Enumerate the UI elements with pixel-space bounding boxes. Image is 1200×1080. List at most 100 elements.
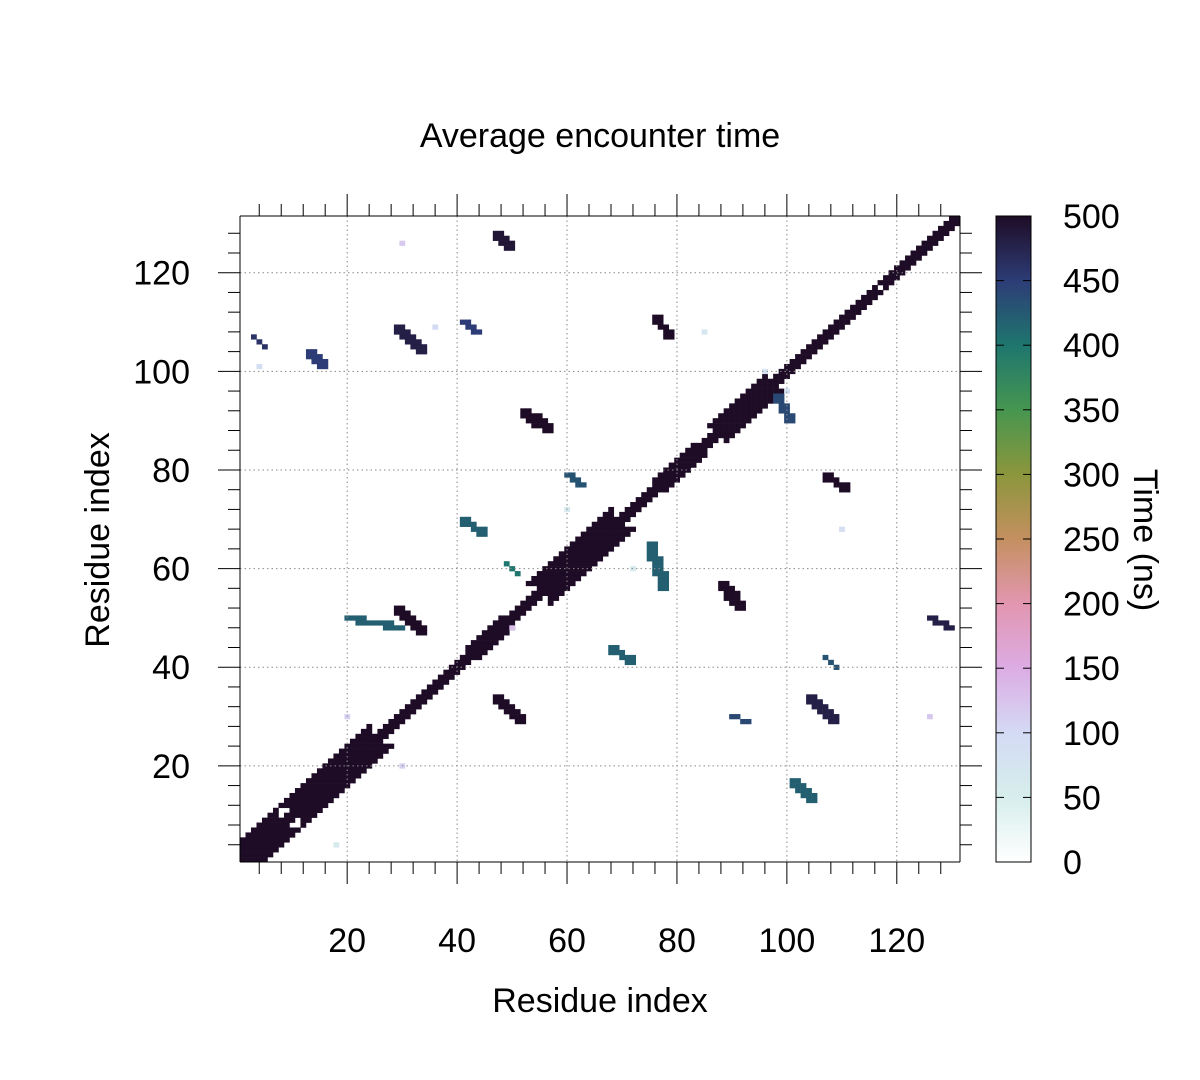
diagonal-cell — [256, 842, 263, 848]
diagonal-cell — [470, 654, 477, 661]
diagonal-cell — [740, 413, 746, 419]
diagonal-cell — [696, 442, 702, 449]
diagonal-cell — [437, 679, 444, 685]
diagonal-cell — [481, 630, 488, 636]
diagonal-cell — [597, 541, 604, 547]
diagonal-cell — [371, 743, 378, 749]
diagonal-cell — [305, 812, 312, 818]
diagonal-cell — [333, 778, 340, 784]
diagonal-cell — [300, 807, 307, 813]
diagonal-cell — [327, 768, 334, 774]
contact-cell — [393, 610, 400, 616]
contact-cell — [465, 319, 472, 325]
diagonal-cell — [553, 580, 560, 587]
diagonal-cell — [520, 600, 527, 606]
diagonal-cell — [272, 847, 279, 853]
diagonal-cell — [800, 359, 807, 365]
diagonal-cell — [421, 699, 428, 705]
diagonal-cell — [569, 566, 576, 572]
diagonal-cell — [916, 245, 922, 251]
diagonal-cell — [311, 778, 318, 784]
diagonal-cell — [586, 561, 593, 567]
diagonal-cell — [740, 423, 746, 429]
diagonal-cell — [751, 383, 757, 389]
diagonal-cell — [283, 802, 290, 809]
diagonal-cell — [773, 373, 779, 380]
contact-cell — [399, 615, 406, 621]
diagonal-cell — [789, 359, 796, 365]
diagonal-cell — [839, 324, 845, 330]
diagonal-cell — [465, 654, 472, 661]
contact-cell — [833, 482, 840, 488]
diagonal-cell — [476, 654, 483, 661]
diagonal-cell — [723, 437, 730, 444]
contact-cell — [388, 625, 395, 631]
diagonal-cell — [894, 265, 900, 271]
contact-cell — [943, 625, 950, 631]
contact-cell — [459, 521, 466, 527]
diagonal-cell — [602, 531, 609, 537]
contact-cell-light — [839, 526, 845, 532]
diagonal-cell — [333, 783, 340, 789]
diagonal-cell — [630, 526, 637, 532]
diagonal-cell — [564, 585, 571, 592]
diagonal-cell — [674, 472, 680, 478]
contact-cell — [498, 235, 505, 241]
diagonal-cell — [261, 832, 268, 838]
contact-cell — [608, 645, 615, 651]
contact-cell — [470, 526, 477, 532]
diagonal-cell — [459, 654, 466, 661]
diagonal-cell — [855, 299, 862, 306]
contact-cell — [498, 704, 505, 710]
diagonal-cell — [272, 822, 279, 828]
diagonal-cell — [514, 615, 521, 621]
contact-cell — [542, 428, 549, 434]
diagonal-cell — [927, 235, 933, 241]
diagonal-cell — [866, 289, 873, 296]
contact-cell — [371, 620, 378, 626]
diagonal-cell — [652, 487, 659, 493]
diagonal-cell — [322, 788, 329, 794]
contact-cell — [630, 654, 637, 661]
diagonal-cell — [597, 531, 604, 537]
contact-cell — [509, 245, 516, 251]
diagonal-cell — [250, 857, 257, 863]
diagonal-cell — [278, 822, 285, 828]
diagonal-cell — [729, 428, 735, 434]
contact-cell — [377, 620, 384, 626]
diagonal-cell — [316, 783, 323, 789]
colorbar-tick-label: 500 — [1063, 198, 1120, 236]
diagonal-cell — [338, 783, 345, 789]
diagonal-cell — [344, 778, 351, 784]
contact-cell — [817, 699, 823, 705]
contact-cell — [784, 413, 790, 419]
diagonal-cell — [657, 487, 664, 493]
contact-cell — [421, 630, 428, 636]
diagonal-cell — [883, 285, 889, 291]
diagonal-cell — [338, 788, 345, 794]
diagonal-cell — [278, 832, 285, 838]
diagonal-cell — [784, 373, 790, 380]
contact-cell — [723, 580, 730, 587]
diagonal-cell — [591, 521, 598, 527]
diagonal-cell — [256, 837, 263, 843]
diagonal-cell — [630, 506, 637, 513]
contact-cell — [938, 620, 944, 626]
diagonal-cell — [619, 516, 626, 523]
contact-cell — [652, 314, 659, 320]
diagonal-cell — [300, 783, 307, 789]
diagonal-cell — [718, 432, 724, 439]
diagonal-cell — [591, 551, 598, 557]
diagonal-cell — [718, 418, 724, 424]
diagonal-cell — [498, 630, 505, 636]
diagonal-cell — [745, 393, 752, 399]
diagonal-cell — [734, 413, 741, 419]
diagonal-cell — [267, 847, 274, 853]
diagonal-cell — [569, 561, 576, 567]
diagonal-cell — [624, 526, 631, 532]
diagonal-cell — [525, 595, 532, 601]
contact-cell-light — [399, 240, 406, 246]
contact-cell — [316, 363, 323, 370]
colorbar-tick-label: 150 — [1063, 650, 1120, 688]
contact-cell — [393, 605, 400, 611]
